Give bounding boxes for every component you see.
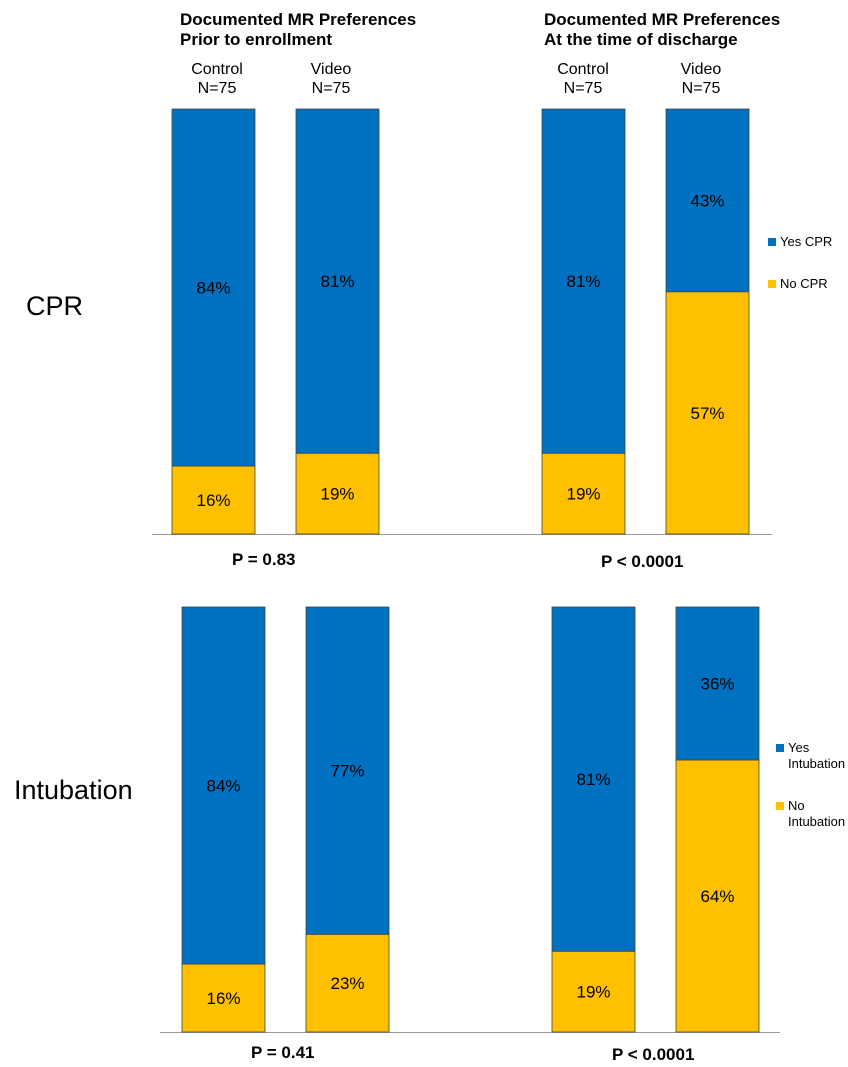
legend-item-no-cpr: No CPR bbox=[768, 276, 846, 292]
bar-segment-control-yes-intubation bbox=[181, 606, 266, 965]
p-value-cpr-discharge: P < 0.0001 bbox=[601, 552, 684, 571]
column-title-discharge: Documented MR Preferences At the time of… bbox=[544, 10, 780, 50]
column-title-prior-line2: Prior to enrollment bbox=[180, 30, 333, 49]
data-label-video-yes-cpr: 81% bbox=[320, 272, 354, 291]
legend-intubation: Yes Intubation No Intubation bbox=[776, 740, 848, 856]
x-axis-line-cpr bbox=[152, 534, 772, 535]
chart-intubation-prior: 16% 84% 23% 77% bbox=[181, 606, 390, 1033]
bar-segment-control-yes-cpr bbox=[541, 108, 626, 454]
column-title-discharge-line2: At the time of discharge bbox=[544, 30, 738, 49]
group-name: Control bbox=[557, 61, 609, 78]
data-label-control-no-cpr: 16% bbox=[196, 491, 230, 510]
data-label-control-yes-cpr: 84% bbox=[196, 279, 230, 298]
group-name: Video bbox=[310, 61, 352, 78]
bar-segment-video-yes-cpr bbox=[665, 108, 750, 293]
legend-cpr: Yes CPR No CPR bbox=[768, 234, 846, 318]
data-label-control-yes-cpr: 81% bbox=[566, 272, 600, 291]
chart-intubation-discharge: 19% 81% 64% 36% bbox=[551, 606, 760, 1033]
data-label-video-yes-intubation: 36% bbox=[700, 675, 734, 694]
data-label-video-no-cpr: 19% bbox=[320, 485, 354, 504]
column-title-prior-line1: Documented MR Preferences bbox=[180, 10, 417, 29]
legend-label-no-intubation: No Intubation bbox=[788, 798, 846, 829]
bar-segment-control-yes-cpr bbox=[171, 108, 256, 467]
legend-item-no-intubation: No Intubation bbox=[776, 798, 848, 830]
group-label-prior-control: Control N=75 bbox=[172, 60, 262, 98]
legend-item-yes-intubation: Yes Intubation bbox=[776, 740, 848, 772]
legend-swatch-yes-cpr bbox=[768, 238, 776, 246]
data-label-video-no-cpr: 57% bbox=[690, 404, 724, 423]
bar-segment-video-no-cpr bbox=[295, 452, 380, 535]
p-value-intubation-discharge: P < 0.0001 bbox=[612, 1045, 695, 1064]
bar-segment-video-yes-cpr bbox=[295, 108, 380, 454]
legend-swatch-no-cpr bbox=[768, 280, 776, 288]
data-label-video-no-intubation: 23% bbox=[330, 974, 364, 993]
p-value-intubation-prior: P = 0.41 bbox=[251, 1043, 315, 1062]
bar-segment-control-no-intubation bbox=[551, 950, 636, 1033]
legend-swatch-yes-intubation bbox=[776, 744, 784, 752]
group-label-discharge-video: Video N=75 bbox=[656, 60, 746, 98]
row-label-intubation: Intubation bbox=[14, 775, 133, 805]
group-n: N=75 bbox=[197, 80, 237, 97]
row-label-cpr: CPR bbox=[26, 291, 84, 321]
group-label-discharge-control: Control N=75 bbox=[538, 60, 628, 98]
column-title-prior: Documented MR Preferences Prior to enrol… bbox=[180, 10, 416, 50]
legend-swatch-no-intubation bbox=[776, 802, 784, 810]
bar-segment-video-no-intubation bbox=[675, 759, 760, 1033]
data-label-control-no-intubation: 19% bbox=[576, 983, 610, 1002]
data-label-video-yes-cpr: 43% bbox=[690, 191, 724, 210]
bar-segment-video-yes-intubation bbox=[675, 606, 760, 761]
group-name: Video bbox=[680, 61, 722, 78]
legend-label-yes-intubation: Yes Intubation bbox=[788, 740, 846, 771]
legend-item-yes-cpr: Yes CPR bbox=[768, 234, 846, 250]
bar-segment-control-yes-intubation bbox=[551, 606, 636, 952]
legend-label-yes-cpr: Yes CPR bbox=[780, 234, 833, 249]
data-label-control-no-intubation: 16% bbox=[206, 989, 240, 1008]
data-label-control-yes-intubation: 84% bbox=[206, 777, 240, 796]
bar-segment-control-no-intubation bbox=[181, 963, 266, 1033]
x-axis-line-intubation bbox=[160, 1032, 780, 1033]
data-label-control-yes-intubation: 81% bbox=[576, 770, 610, 789]
group-n: N=75 bbox=[681, 80, 721, 97]
p-value-cpr-prior: P = 0.83 bbox=[232, 550, 296, 569]
data-label-video-yes-intubation: 77% bbox=[330, 762, 364, 781]
group-name: Control bbox=[191, 61, 243, 78]
legend-label-no-cpr: No CPR bbox=[780, 276, 828, 291]
chart-cpr-discharge: 19% 81% 57% 43% bbox=[541, 108, 750, 535]
data-label-video-no-intubation: 64% bbox=[700, 887, 734, 906]
group-n: N=75 bbox=[563, 80, 603, 97]
bar-segment-video-yes-intubation bbox=[305, 606, 390, 935]
column-title-discharge-line1: Documented MR Preferences bbox=[544, 10, 781, 29]
bar-segment-video-no-intubation bbox=[305, 933, 390, 1033]
group-n: N=75 bbox=[311, 80, 351, 97]
chart-cpr-prior: 16% 84% 19% 81% bbox=[171, 108, 380, 535]
group-label-prior-video: Video N=75 bbox=[286, 60, 376, 98]
data-label-control-no-cpr: 19% bbox=[566, 485, 600, 504]
